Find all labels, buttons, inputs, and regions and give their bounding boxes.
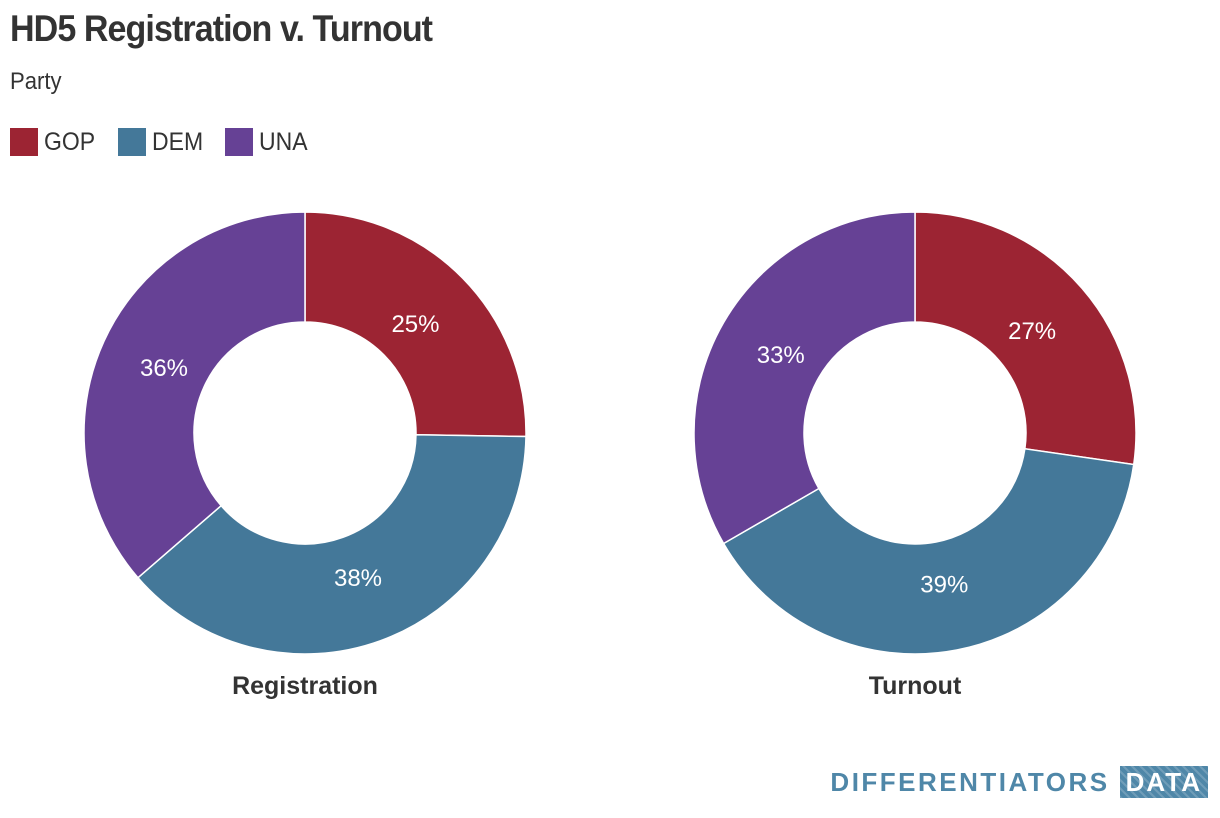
slice-una-turnout [693, 211, 916, 545]
data-label-dem-registration: 38% [334, 565, 382, 592]
legend-swatch-dem [117, 128, 146, 156]
slice-gop-turnout [914, 211, 1137, 466]
donut-chart-turnout: 27% 39% 33% Turnout [693, 211, 1137, 700]
legend-swatch-gop [10, 128, 38, 156]
legend: GOP DEM UNA [10, 126, 330, 158]
data-label-gop-registration: 25% [391, 311, 439, 338]
slice-dem-registration [136, 433, 527, 655]
data-label-gop-turnout: 27% [1008, 318, 1056, 345]
data-label-una-registration: 36% [140, 355, 188, 382]
slice-gop-registration [304, 211, 527, 438]
chart-label-turnout: Turnout [869, 672, 962, 700]
brand-logo-text: DIFFERENTIATORS [830, 766, 1110, 797]
slice-dem-turnout [722, 447, 1135, 655]
legend-label-dem: DEM [151, 127, 203, 156]
legend-swatch-una [225, 128, 254, 156]
donut-chart-registration: 25% 38% 36% Registration [83, 211, 527, 700]
chart-label-registration: Registration [232, 672, 378, 700]
chart-title: HD5 Registration v. Turnout [10, 8, 433, 49]
legend-item-gop: GOP [10, 128, 100, 157]
legend-label-una: UNA [259, 127, 308, 156]
chart-subtitle: Party [10, 68, 62, 95]
data-label-una-turnout: 33% [757, 342, 805, 369]
slice-una-registration [83, 211, 306, 579]
legend-item-una: UNA [225, 128, 312, 157]
legend-item-dem: DEM [117, 127, 208, 157]
data-label-dem-turnout: 39% [920, 572, 968, 599]
legend-label-gop: GOP [44, 127, 96, 156]
brand-logo-box: DATA [1119, 766, 1208, 798]
brand-logo: DIFFERENTIATORS DATA [830, 766, 1208, 798]
